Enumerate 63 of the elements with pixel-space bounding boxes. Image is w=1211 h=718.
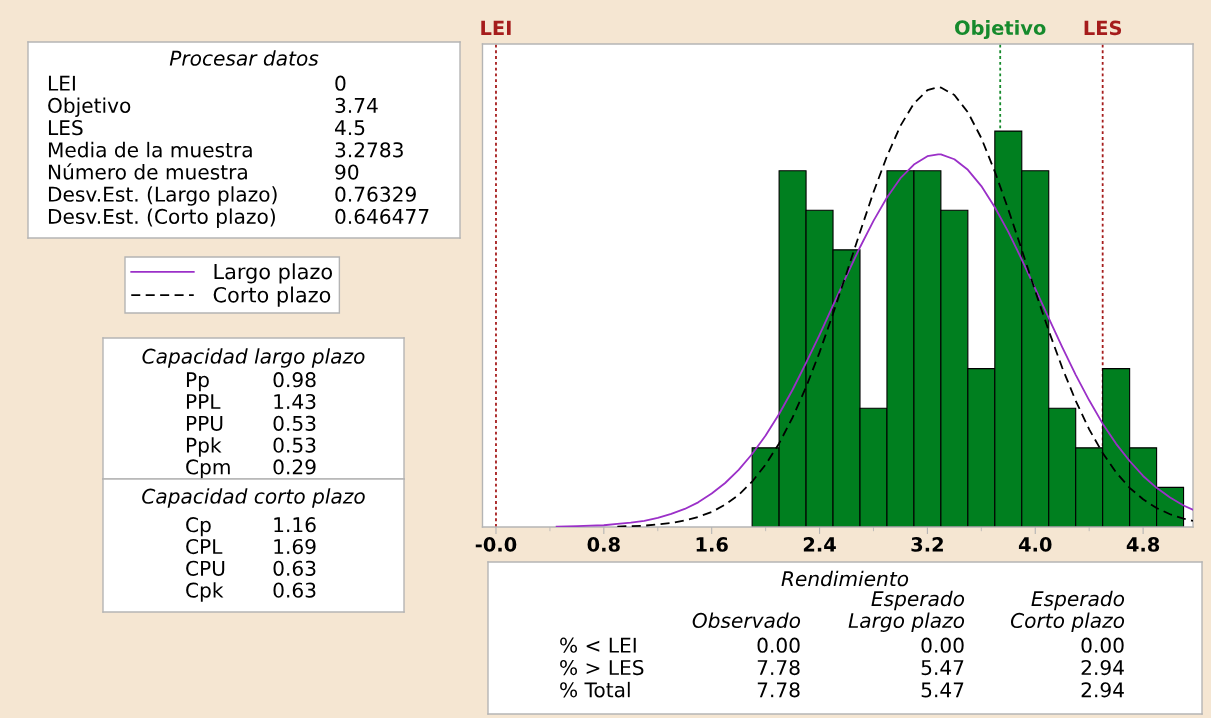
data-label: 0.00 <box>1081 637 1124 653</box>
category-label: % < LEI <box>560 637 636 653</box>
x-tick-label: 2.4 <box>803 537 836 552</box>
data-label: 4.5 <box>334 120 365 136</box>
data-label: 5.47 <box>921 660 964 676</box>
category-label: Objetivo <box>48 97 131 117</box>
data-label: 0.53 <box>273 415 316 431</box>
data-label: 1.69 <box>274 538 316 555</box>
text: Procesar datos <box>169 50 319 66</box>
data-label: 1.16 <box>274 517 316 533</box>
data-label: 1.43 <box>274 393 316 410</box>
ref-line-label: Objetivo <box>955 20 1046 39</box>
text: Esperado Largo plazo <box>848 590 965 632</box>
x-tick-label: -0.0 <box>475 537 517 552</box>
text: Capacidad corto plazo <box>142 488 365 508</box>
data-label: 3.74 <box>335 97 378 114</box>
series-label: Observado <box>692 612 801 629</box>
category-label: CPU <box>186 560 225 576</box>
category-label: Ppk <box>186 437 222 457</box>
data-label: 90 <box>335 164 359 180</box>
data-label: 0.98 <box>273 372 316 388</box>
x-tick-label: 0.8 <box>587 537 620 552</box>
data-label: 0.00 <box>757 637 800 653</box>
data-label: 0.29 <box>273 459 316 475</box>
data-label: 7.78 <box>757 682 800 698</box>
category-label: PPL <box>186 394 221 409</box>
text: Rendimiento <box>781 570 909 587</box>
data-label: 0.63 <box>273 582 316 598</box>
text: Capacidad largo plazo <box>142 348 365 368</box>
category-label: % > LES <box>560 659 644 676</box>
data-label: 0.76329 <box>335 186 416 202</box>
ref-line-label: LEI <box>481 20 511 35</box>
category-label: Media de la muestra <box>48 141 252 158</box>
category-label: LEI <box>48 75 75 91</box>
data-label: 0.00 <box>921 637 964 653</box>
category-label: Desv.Est. (Largo plazo) <box>48 186 277 206</box>
x-tick-label: 1.6 <box>696 537 728 552</box>
legend-label: Largo plazo <box>214 263 332 284</box>
data-label: 2.94 <box>1081 659 1124 676</box>
text: Esperado Corto plazo <box>1010 590 1125 632</box>
data-label: 3.2783 <box>335 142 403 158</box>
data-label: 0 <box>335 75 346 91</box>
x-tick-label: 3.2 <box>911 537 943 552</box>
category-label: PPU <box>186 415 223 431</box>
category-label: LES <box>48 120 83 136</box>
legend-label: Corto plazo <box>213 286 331 307</box>
data-label: 0.646477 <box>335 208 429 225</box>
category-label: Cpm <box>186 459 230 479</box>
category-label: Número de muestra <box>48 163 247 180</box>
data-label: 0.63 <box>273 560 316 576</box>
ref-line-label: LES <box>1084 20 1122 36</box>
data-label: 2.94 <box>1081 682 1124 698</box>
x-tick-label: 4.0 <box>1018 537 1052 552</box>
category-label: % Total <box>560 681 630 698</box>
category-label: Pp <box>186 372 209 392</box>
category-label: Cpk <box>186 582 224 602</box>
category-label: CPL <box>186 538 223 555</box>
x-tick-label: 4.8 <box>1126 537 1160 552</box>
data-label: 5.47 <box>921 682 964 698</box>
data-label: 7.78 <box>757 659 800 676</box>
category-label: Cp <box>186 517 211 537</box>
data-label: 0.53 <box>273 437 316 453</box>
category-label: Desv.Est. (Corto plazo) <box>48 208 275 228</box>
